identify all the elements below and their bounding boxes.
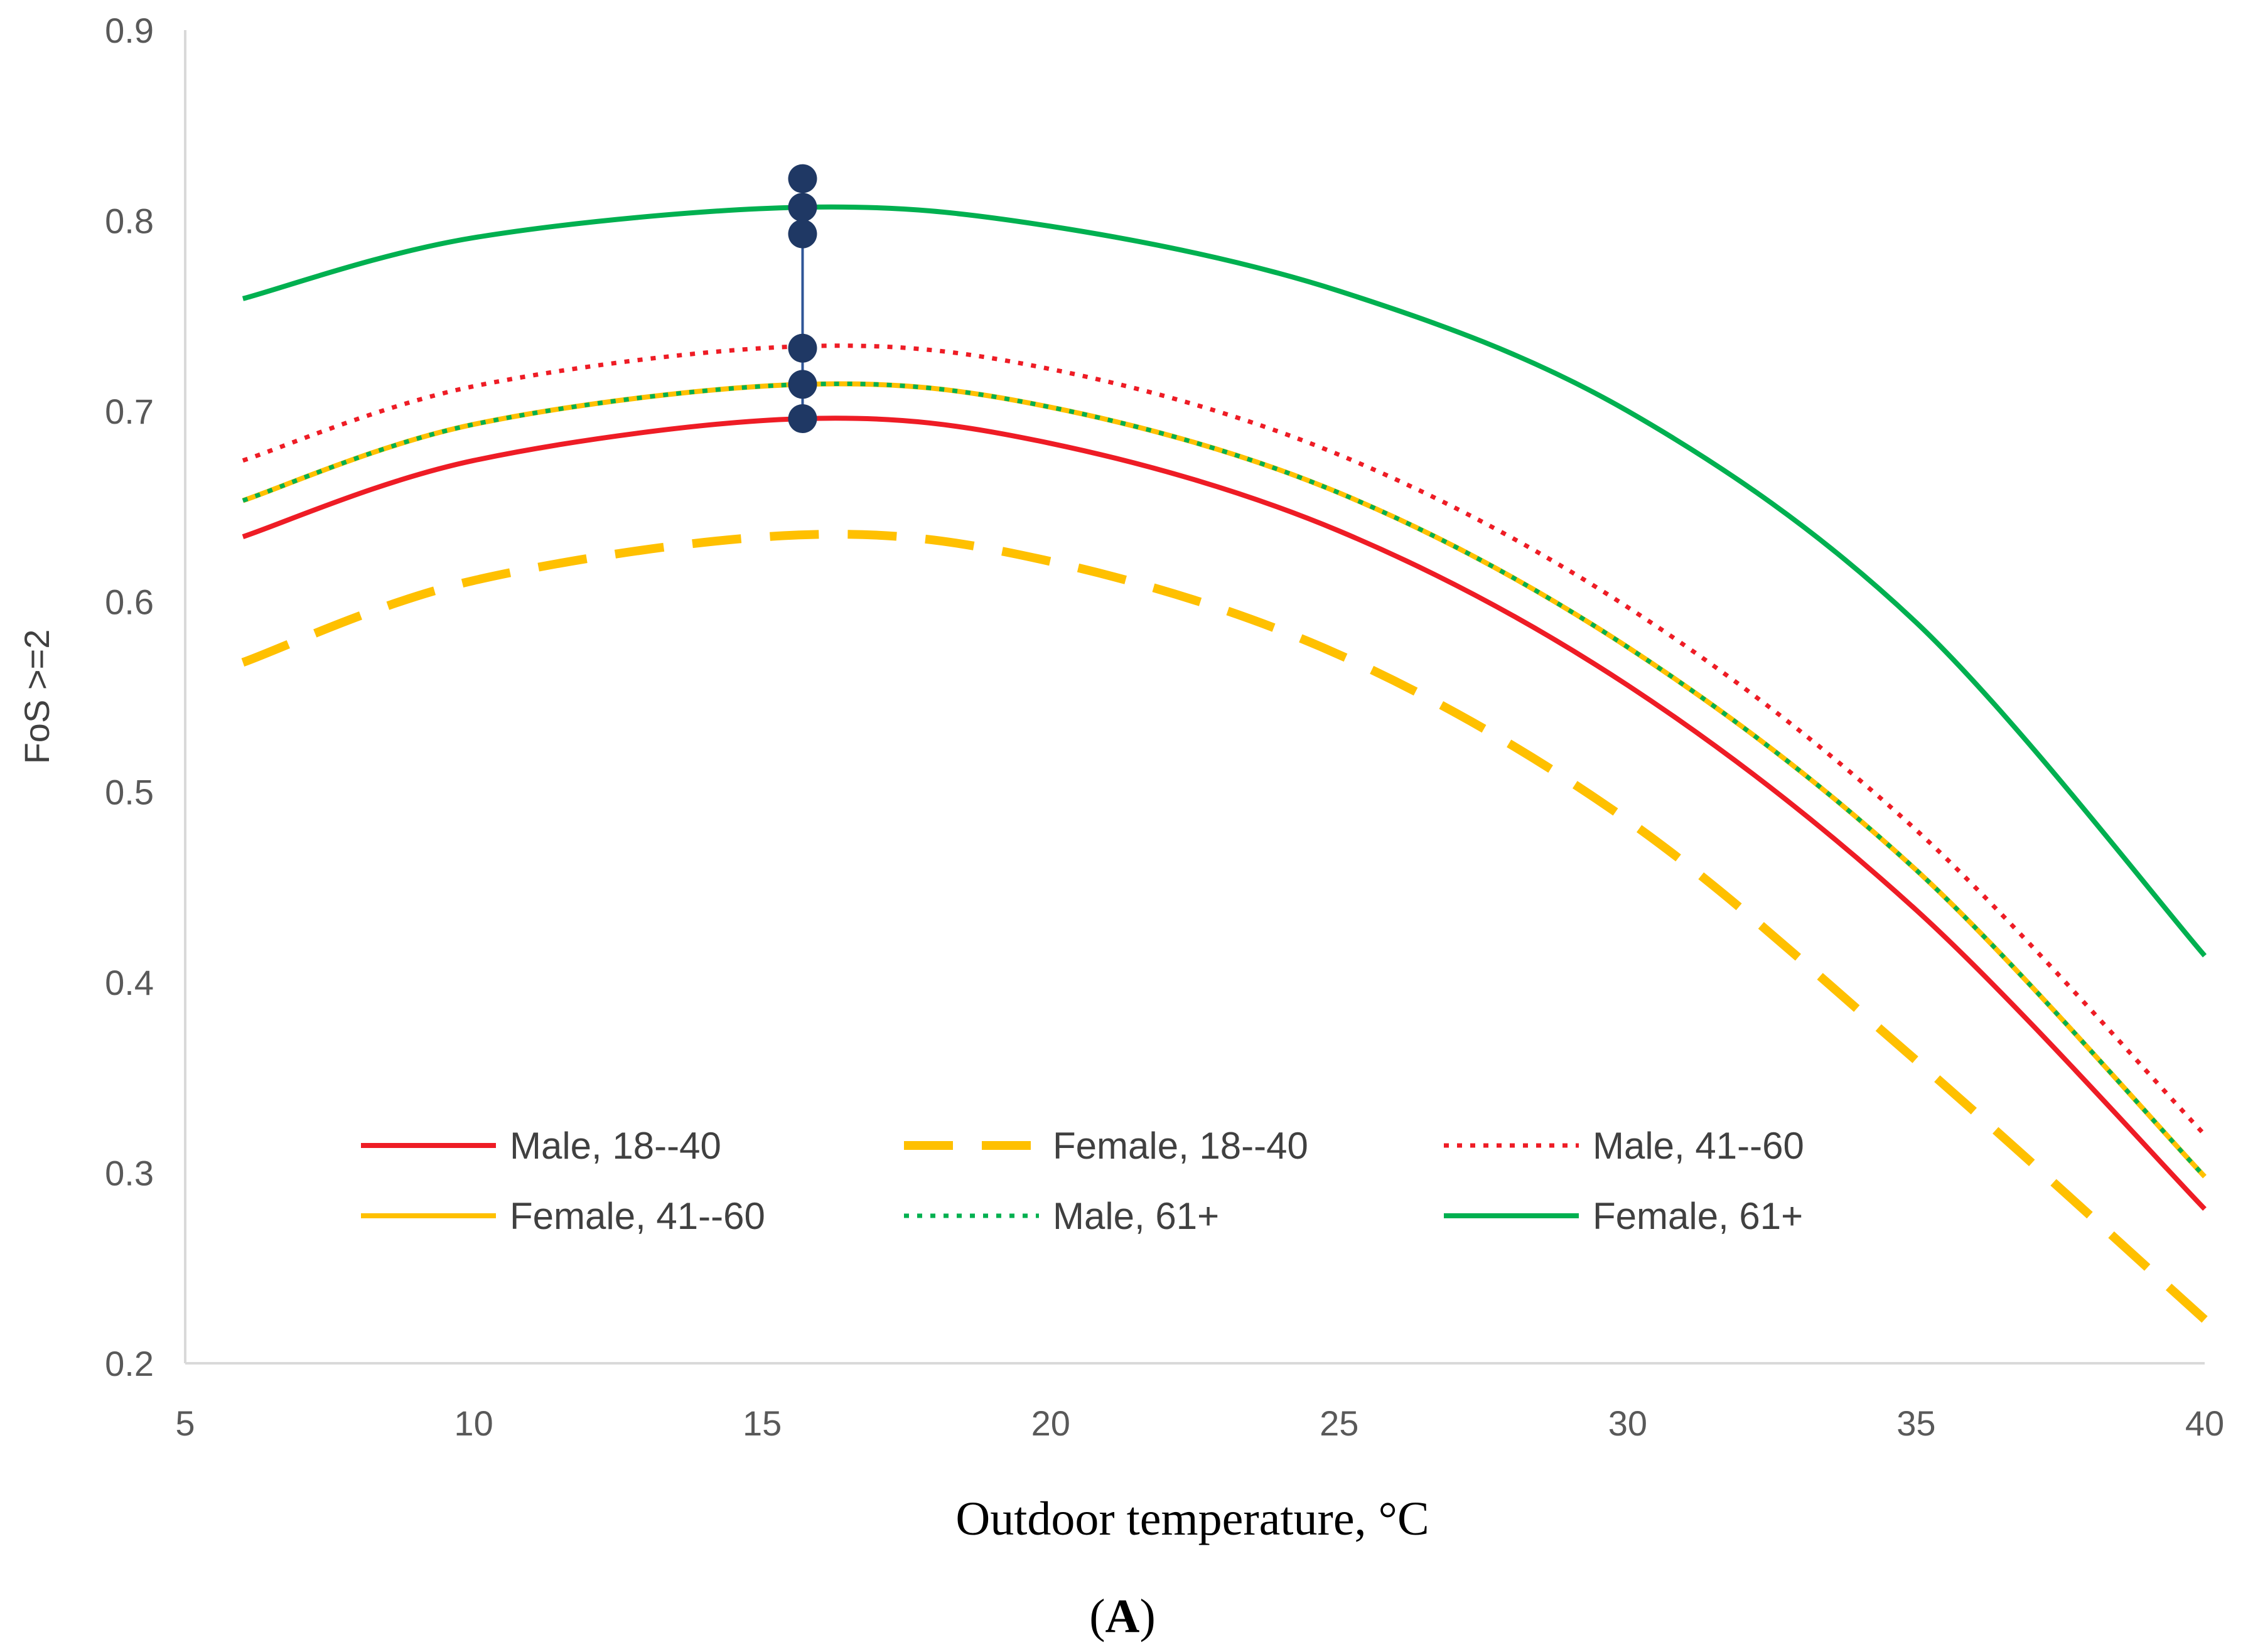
marker-point-4 (788, 370, 817, 399)
series-line-5 (242, 204, 2207, 958)
axes: 0.2 0.3 0.4 0.5 0.6 0.7 0.8 0.9 5 10 15 20 25 30 35 40 (105, 11, 2224, 1443)
y-tick-label: 0.9 (105, 11, 154, 50)
panel-label-open: ( (1089, 1590, 1105, 1643)
x-tick-label: 15 (743, 1403, 782, 1443)
marker-point-1 (788, 193, 817, 222)
y-tick-label: 0.7 (105, 392, 154, 431)
marker-point-3 (788, 333, 817, 363)
y-axis-label: FoS >=2 (17, 630, 56, 764)
x-tick-label: 5 (175, 1403, 195, 1443)
x-tick-label: 30 (1608, 1403, 1647, 1443)
legend-label-3: Female, 41--60 (510, 1195, 765, 1237)
series-lines (241, 204, 2208, 1323)
x-tick-label: 20 (1031, 1403, 1070, 1443)
legend-label-1: Female, 18--40 (1053, 1125, 1308, 1167)
y-tick-label: 0.4 (105, 963, 154, 1002)
legend-label-5: Female, 61+ (1593, 1195, 1803, 1237)
y-tick-label: 0.6 (105, 582, 154, 621)
y-tick-label: 0.8 (105, 201, 154, 240)
legend-label-4: Male, 61+ (1053, 1195, 1219, 1237)
series-line-3 (242, 381, 2207, 1179)
marker-point-5 (788, 404, 817, 433)
legend-label-2: Male, 41--60 (1593, 1125, 1804, 1167)
y-tick-label: 0.3 (105, 1154, 154, 1193)
series-line-2 (242, 343, 2207, 1137)
series-line-0 (242, 416, 2207, 1211)
x-tick-label: 10 (454, 1403, 493, 1443)
x-axis-label: Outdoor temperature, °C (955, 1493, 1429, 1545)
legend-label-0: Male, 18--40 (510, 1125, 721, 1167)
series-line-1 (241, 530, 2208, 1323)
x-tick-label: 25 (1320, 1403, 1358, 1443)
y-tick-label: 0.5 (105, 773, 154, 812)
marker-point-0 (788, 164, 817, 193)
marker-point-2 (788, 219, 817, 249)
panel-label-letter: A (1105, 1590, 1140, 1643)
y-tick-label: 0.2 (105, 1344, 154, 1383)
legend: Male, 18--40 Female, 18--40 Male, 41--60 Fe… (361, 1125, 1804, 1237)
panel-label-close: ) (1139, 1590, 1155, 1643)
marker-group (788, 164, 817, 433)
x-tick-label: 35 (1896, 1403, 1935, 1443)
x-tick-label: 40 (2185, 1403, 2224, 1443)
panel-label: (A) (1089, 1590, 1156, 1643)
